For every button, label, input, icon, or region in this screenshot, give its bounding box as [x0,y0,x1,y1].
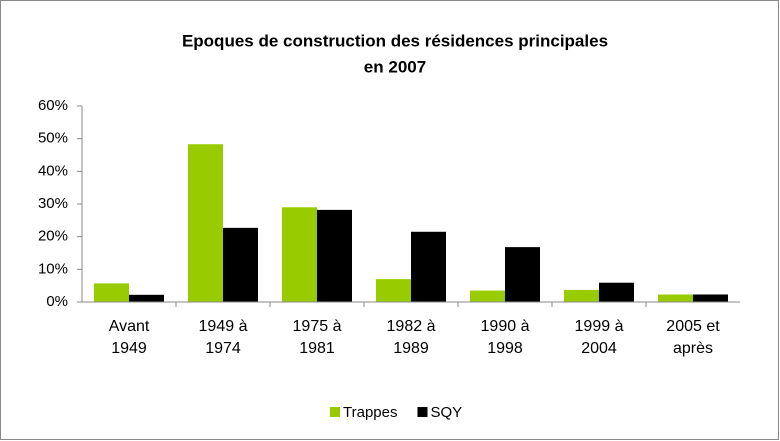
bar [599,282,634,302]
chart-title: Epoques de construction des résidences p… [182,31,608,50]
y-tick-label: 0% [46,293,68,310]
x-tick-label: 1975 à 1981 [292,318,342,357]
bar [505,247,540,302]
legend-swatch [417,407,428,417]
y-tick-label: 60% [38,97,68,114]
bar [411,231,446,302]
y-tick-label: 30% [38,195,68,212]
y-tick-label: 20% [38,228,68,245]
bar [282,207,317,302]
y-tick-label: 40% [38,162,68,179]
y-tick-label: 50% [38,130,68,147]
legend-label: SQY [430,404,462,421]
bar [470,290,505,302]
bar [188,144,223,302]
bar [223,227,258,302]
x-tick-label: 1982 à 1989 [386,318,436,357]
bar [564,289,599,302]
bar [129,294,164,302]
chart-subtitle: en 2007 [364,57,426,76]
x-tick-label: 1999 à 2004 [574,318,624,357]
bar [658,294,693,302]
x-tick-label: 2005 et après [666,318,720,357]
bar [376,279,411,302]
x-tick-label: 1949 à 1974 [198,318,248,357]
bar [94,283,129,302]
x-tick-label: Avant 1949 [108,318,150,357]
legend-swatch [330,407,340,417]
x-tick-label: 1990 à 1998 [480,318,530,357]
bar [693,294,728,302]
bar [317,209,352,302]
y-tick-label: 10% [38,260,68,277]
legend-label: Trappes [343,404,397,421]
